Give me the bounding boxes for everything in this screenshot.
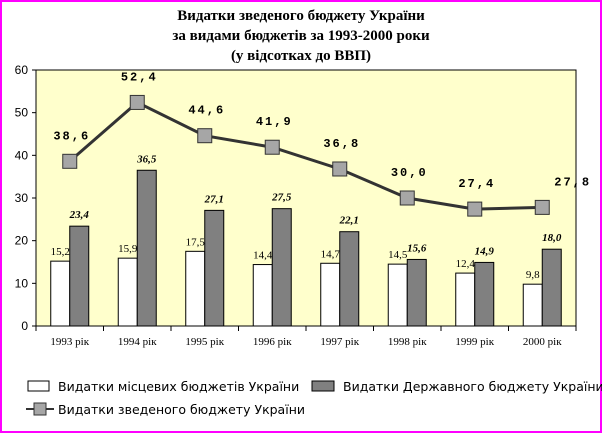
bar-state [339, 231, 360, 327]
bar-local [252, 264, 273, 327]
bar-local-value-label: 14,5 [388, 249, 408, 261]
bar-local [50, 260, 71, 327]
line-consolidated-value-label: 27,4 [458, 177, 495, 191]
chart-title: Видатки зведеного бюджету України за вид… [0, 6, 602, 66]
chart-title-line-2: за видами бюджетів за 1993-2000 роки [172, 28, 430, 44]
bar-state-value-label: 27,5 [271, 192, 292, 204]
bar-state [136, 169, 157, 327]
bar-state-value-label: 22,1 [339, 215, 359, 227]
bar-state-value-label: 14,9 [475, 245, 495, 257]
bar-local-value-label: 12,4 [456, 258, 476, 270]
bar-local-value-label: 14,4 [253, 250, 273, 262]
line-consolidated-marker [399, 190, 415, 206]
bar-local [387, 263, 408, 327]
bar-state [406, 258, 427, 327]
bar-state [541, 248, 562, 327]
bar-local-value-label: 14,7 [321, 248, 341, 260]
x-tick-label: 1996 рік [253, 336, 292, 348]
bars-layer [50, 169, 562, 327]
bar-local [320, 262, 341, 327]
legend: Видатки місцевих бюджетів України Видатк… [26, 379, 602, 417]
line-consolidated-value-label: 52,4 [121, 70, 158, 84]
y-tick-label: 50 [15, 106, 29, 120]
x-tick-label: 1999 рік [455, 336, 494, 348]
y-tick-label: 60 [15, 63, 29, 77]
line-consolidated-marker [62, 153, 78, 169]
bar-local [522, 283, 543, 327]
legend-swatch-state [311, 380, 335, 392]
line-consolidated-value-label: 38,6 [53, 129, 90, 143]
chart-title-line-1: Видатки зведеного бюджету України [177, 8, 425, 24]
bar-state [271, 208, 292, 327]
line-consolidated-marker [197, 128, 213, 144]
line-consolidated-marker [467, 201, 483, 217]
plot-area [35, 69, 577, 327]
y-tick-label: 20 [15, 234, 29, 248]
bar-local-value-label: 15,9 [118, 243, 138, 255]
legend-swatch-local [27, 380, 50, 392]
legend-label-consolidated: Видатки зведеного бюджету України [58, 402, 305, 417]
bar-local-value-label: 15,2 [51, 246, 70, 258]
y-tick-label: 0 [21, 319, 28, 333]
bar-state-value-label: 27,1 [204, 193, 224, 205]
x-tick-label: 1998 рік [388, 336, 427, 348]
legend-label-local: Видатки місцевих бюджетів України [58, 379, 299, 394]
labels-layer: 15,2 23,4 15,9 36,5 17,5 27,1 14,4 27,5 14,7 22,1… [51, 70, 591, 281]
bar-state [474, 261, 495, 327]
bar-state-value-label: 23,4 [69, 209, 90, 221]
bar-local [455, 272, 476, 327]
line-consolidated-value-label: 44,6 [188, 104, 225, 118]
line-consolidated-marker [129, 94, 145, 110]
x-tick-label: 1994 рік [118, 336, 157, 348]
bar-state-value-label: 18,0 [542, 232, 562, 244]
x-tick-label: 1995 рік [185, 336, 224, 348]
bar-state [204, 209, 225, 327]
x-tick-label: 2000 рік [523, 336, 562, 348]
line-consolidated-value-label: 27,8 [554, 175, 591, 189]
y-tick-label: 30 [15, 191, 29, 205]
bar-local-value-label: 9,8 [526, 269, 540, 281]
bar-local [117, 257, 138, 327]
line-consolidated-value-label: 30,0 [391, 166, 428, 180]
line-consolidated-marker [332, 161, 348, 177]
bar-state-value-label: 15,6 [407, 242, 427, 254]
line-consolidated-marker [534, 199, 550, 215]
axes-layer: 0 10 20 30 40 50 60 1993 рік 1994 рік 1995 рік 199… [15, 63, 577, 348]
x-tick-label: 1993 рік [50, 336, 89, 348]
chart-title-line-3: (у відсотках до ВВП) [230, 48, 372, 64]
bar-state-value-label: 36,5 [136, 153, 157, 165]
line-consolidated [68, 100, 543, 211]
bar-local-value-label: 17,5 [186, 236, 206, 248]
legend-marker-consolidated [33, 402, 47, 416]
y-tick-label: 40 [15, 148, 29, 162]
line-consolidated-marker [264, 139, 280, 155]
bar-local [185, 250, 206, 327]
line-consolidated-value-label: 36,8 [323, 137, 360, 151]
legend-label-state: Видатки Державного бюджету України [343, 379, 602, 394]
bar-state [69, 225, 90, 327]
x-tick-label: 1997 рік [320, 336, 359, 348]
y-tick-label: 10 [15, 276, 29, 290]
line-layer [62, 94, 550, 217]
line-consolidated-value-label: 41,9 [256, 115, 293, 129]
